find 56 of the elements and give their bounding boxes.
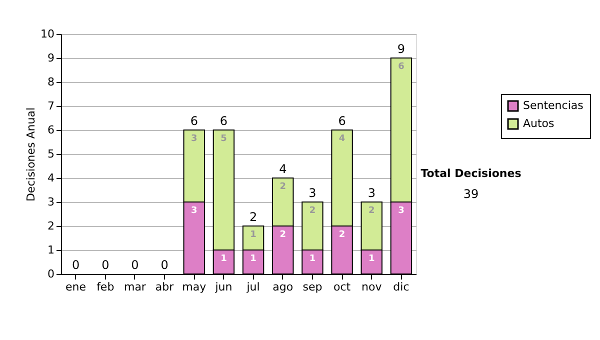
total-label: 0 xyxy=(102,258,110,272)
data-label: 1 xyxy=(368,254,375,264)
y-tick-label: 8 xyxy=(48,76,54,88)
y-tick-label: 10 xyxy=(40,28,54,40)
x-tick-label: feb xyxy=(96,280,114,294)
total-label: 0 xyxy=(160,258,168,272)
data-label: 5 xyxy=(220,134,227,144)
data-label: 2 xyxy=(338,230,346,240)
x-tick-label: mar xyxy=(124,280,146,294)
total-label: 2 xyxy=(249,210,258,224)
total-label: 6 xyxy=(190,114,198,128)
x-tick-label: nov xyxy=(362,280,382,294)
data-label: 3 xyxy=(398,206,404,216)
y-tick-label: 6 xyxy=(48,124,54,136)
data-label: 2 xyxy=(368,206,375,216)
total-label: 4 xyxy=(279,162,287,176)
x-tick-label: jul xyxy=(246,280,260,294)
total-label: 0 xyxy=(72,258,80,272)
data-label: 1 xyxy=(220,254,227,264)
total-label: 6 xyxy=(220,114,228,128)
legend-label: Autos xyxy=(523,117,555,130)
x-tick-label: oct xyxy=(333,280,352,294)
y-axis-title: Decisiones Anual xyxy=(24,107,38,202)
data-label: 6 xyxy=(398,62,404,72)
x-tick-label: ago xyxy=(272,280,294,294)
y-tick-label: 7 xyxy=(48,100,54,112)
y-tick-label: 9 xyxy=(48,52,54,64)
y-tick-label: 0 xyxy=(48,268,54,280)
total-label: 9 xyxy=(397,42,406,56)
data-label: 3 xyxy=(190,134,198,144)
data-label: 2 xyxy=(280,182,286,192)
total-label: 6 xyxy=(338,114,346,128)
x-tick-label: abr xyxy=(155,280,174,294)
data-label: 3 xyxy=(190,206,198,216)
x-tick-label: ene xyxy=(66,280,86,294)
y-tick-label: 2 xyxy=(48,220,54,232)
total-label: 3 xyxy=(368,186,376,200)
y-tick-label: 5 xyxy=(48,148,54,160)
data-label: 1 xyxy=(250,230,256,240)
data-label: 4 xyxy=(338,134,346,144)
x-tick-label: sep xyxy=(302,280,322,294)
data-label: 2 xyxy=(280,230,286,240)
text: 39 xyxy=(463,187,479,201)
data-label: 1 xyxy=(309,254,316,264)
text: Total Decisiones xyxy=(420,167,522,180)
x-tick-label: dic xyxy=(393,280,410,294)
y-tick-label: 3 xyxy=(48,196,54,208)
data-label: 2 xyxy=(309,206,316,216)
legend-label: Sentencias xyxy=(523,99,584,112)
total-label: 3 xyxy=(308,186,316,200)
x-tick-label: jun xyxy=(214,280,232,294)
y-tick-label: 1 xyxy=(48,244,54,256)
total-label: 0 xyxy=(131,258,139,272)
y-tick-label: 4 xyxy=(48,172,54,184)
data-label: 1 xyxy=(250,254,256,264)
x-tick-label: may xyxy=(182,280,207,294)
